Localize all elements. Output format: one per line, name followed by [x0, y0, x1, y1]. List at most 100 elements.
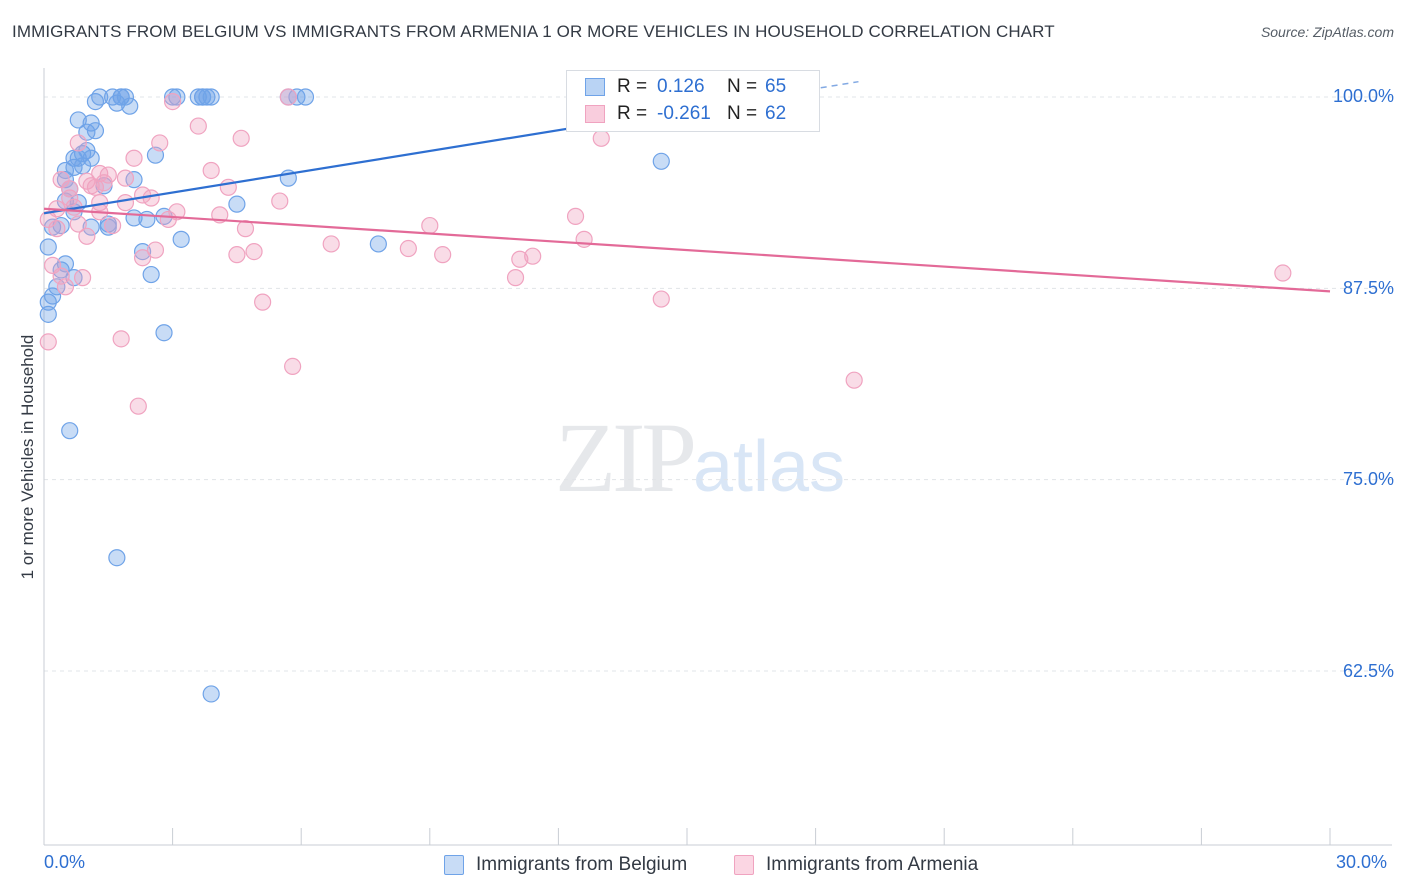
armenia-point	[73, 269, 92, 287]
belgium-point	[86, 122, 105, 140]
r-value: -0.261	[657, 103, 711, 124]
armenia-points	[39, 88, 1292, 415]
belgium-point	[155, 324, 173, 342]
belgium-point	[39, 238, 57, 256]
armenia-point	[511, 250, 529, 268]
armenia-point	[232, 129, 250, 147]
belgium-point	[56, 171, 75, 189]
belgium-point	[43, 287, 62, 305]
armenia-point	[652, 290, 670, 308]
armenia-point	[228, 246, 246, 264]
armenia-swatch	[585, 105, 605, 123]
armenia-point	[566, 207, 585, 225]
y-tick-label-100: 100.0%	[1332, 86, 1394, 106]
armenia-point	[524, 247, 542, 265]
armenia-point	[78, 227, 96, 245]
n-value: 65	[765, 76, 787, 97]
armenia-point	[592, 129, 610, 147]
armenia-point	[129, 397, 147, 415]
stats-row-belgium: R = 0.126 N = 65	[585, 75, 786, 99]
watermark-zip: ZIP	[555, 402, 697, 513]
armenia-point	[399, 239, 417, 258]
belgium-point	[69, 111, 87, 129]
axes	[43, 68, 1392, 846]
r-label: R =	[617, 76, 648, 97]
armenia-point	[133, 249, 152, 267]
armenia-point	[845, 371, 863, 389]
armenia-point	[52, 267, 70, 285]
belgium-point	[138, 210, 156, 229]
belgium-point	[172, 230, 190, 248]
r-value: 0.126	[657, 76, 705, 97]
armenia-point	[39, 333, 57, 351]
armenia-point	[279, 88, 297, 106]
armenia-point	[103, 216, 122, 235]
belgium-point	[652, 152, 670, 170]
n-value: 62	[765, 103, 787, 124]
y-tick-label-75: 75.0%	[1342, 469, 1394, 489]
armenia-point	[112, 330, 130, 348]
belgium-swatch	[585, 78, 605, 96]
belgium-point	[112, 88, 130, 106]
belgium-legend-swatch	[444, 855, 464, 875]
armenia-trend-line	[43, 207, 1331, 293]
belgium-point	[61, 422, 79, 440]
legend-item-belgium[interactable]: Immigrants from Belgium	[444, 852, 687, 878]
armenia-point	[116, 194, 135, 212]
armenia-point	[164, 92, 182, 111]
armenia-point	[506, 269, 525, 287]
armenia-point	[69, 215, 87, 233]
armenia-point	[322, 235, 340, 253]
armenia-point	[245, 242, 263, 261]
belgium-point	[133, 242, 152, 261]
armenia-point	[168, 203, 186, 221]
belgium-point	[82, 149, 100, 167]
n-label: N =	[727, 76, 758, 97]
belgium-legend-label: Immigrants from Belgium	[476, 854, 688, 875]
grid-lines	[44, 96, 1392, 672]
legend-item-armenia[interactable]: Immigrants from Armenia	[734, 852, 978, 878]
belgium-point	[91, 88, 109, 106]
stats-row-armenia: R = -0.261 N = 62	[585, 102, 786, 126]
armenia-point	[146, 241, 165, 259]
watermark-atlas: atlas	[693, 427, 846, 507]
armenia-point	[52, 171, 70, 189]
n-label: N =	[727, 103, 758, 124]
armenia-point	[69, 134, 87, 152]
armenia-point	[56, 278, 75, 296]
belgium-point	[82, 218, 100, 236]
belgium-point	[164, 88, 182, 106]
x-tick-label-min: 0.0%	[44, 852, 86, 872]
y-tick-label-62-5: 62.5%	[1342, 661, 1394, 681]
belgium-point	[296, 88, 315, 106]
belgium-point	[228, 195, 246, 213]
belgium-point	[198, 88, 216, 106]
armenia-point	[202, 161, 220, 180]
watermark: ZIPatlas	[555, 400, 845, 515]
belgium-point	[108, 549, 126, 567]
armenia-point	[189, 117, 207, 135]
armenia-point	[125, 149, 143, 167]
belgium-point	[39, 305, 57, 323]
belgium-point	[121, 97, 139, 115]
armenia-point	[48, 220, 66, 238]
armenia-point	[421, 216, 439, 235]
armenia-point	[434, 246, 452, 264]
x-tick-label-max: 30.0%	[1336, 852, 1388, 872]
belgium-point	[142, 265, 160, 284]
armenia-point	[1274, 264, 1292, 282]
armenia-point	[99, 166, 117, 184]
belgium-trend-line	[43, 123, 593, 215]
armenia-legend-label: Immigrants from Armenia	[766, 854, 979, 875]
belgium-point	[202, 88, 220, 106]
armenia-legend-swatch	[734, 855, 754, 875]
belgium-point	[369, 235, 387, 253]
source-label: Source: ZipAtlas.com	[1260, 24, 1394, 40]
armenia-point	[284, 357, 302, 375]
armenia-point	[575, 230, 593, 248]
belgium-points	[39, 88, 670, 703]
r-label: R =	[617, 103, 648, 124]
armenia-point	[91, 164, 109, 183]
armenia-point	[61, 189, 79, 207]
